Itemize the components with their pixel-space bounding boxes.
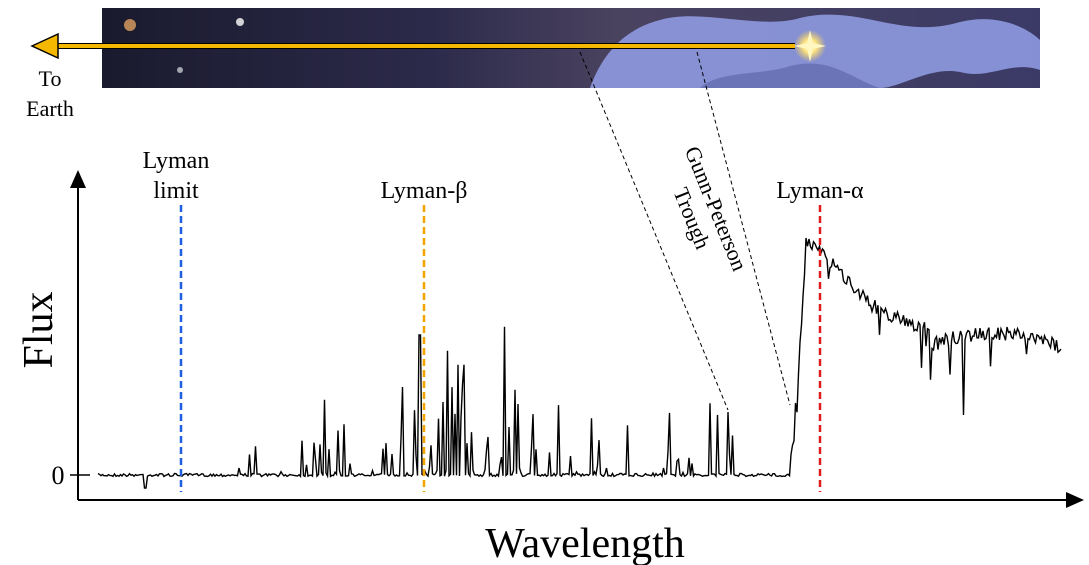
line-label: Lyman [143, 148, 210, 174]
line-label: Lyman-β [381, 178, 468, 204]
caption: To [39, 66, 62, 91]
spectrum [98, 238, 1061, 488]
x-label: Wavelength [485, 521, 685, 565]
banner [32, 8, 1040, 88]
zero-label: 0 [52, 461, 65, 490]
line-label: Lyman-α [776, 178, 864, 204]
line-label: limit [153, 178, 199, 204]
y-label: Flux [16, 291, 62, 368]
diagram: To Earth Gunn-Peterson Trough 0 Flux Wav… [0, 0, 1089, 565]
caption: Earth [26, 96, 74, 121]
